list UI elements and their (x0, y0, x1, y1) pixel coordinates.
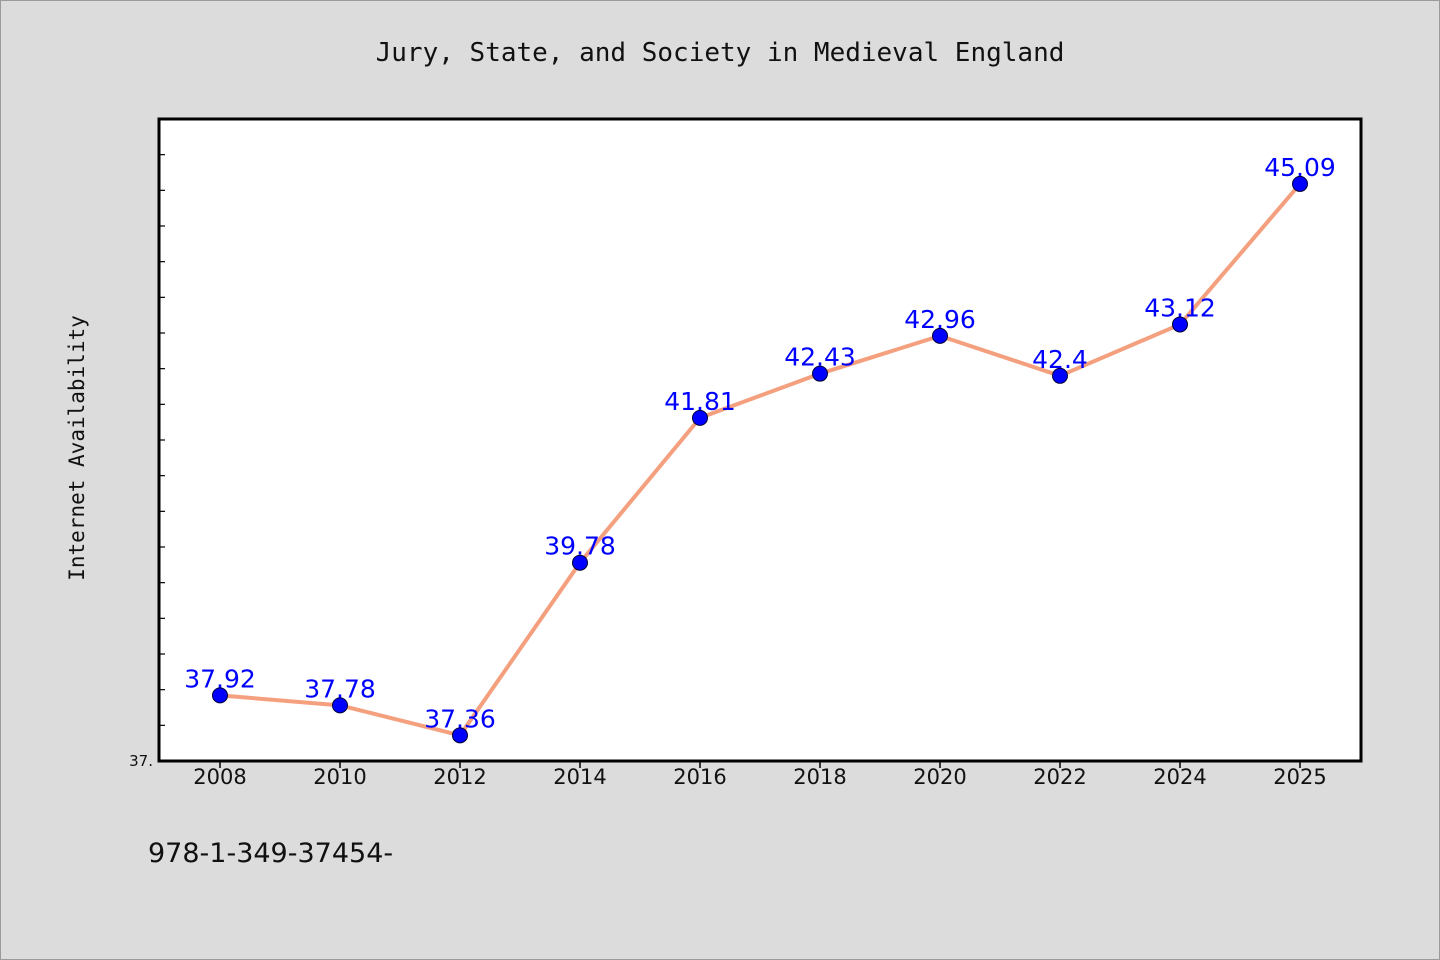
data-label: 42.4 (1032, 345, 1088, 374)
x-axis-ticks: 2008 2010 2012 2014 2016 2018 2020 2022 2024 2025 (193, 761, 1327, 789)
chart-title: Jury, State, and Society in Medieval Eng… (376, 38, 1065, 68)
x-tick-label: 2020 (913, 765, 966, 789)
data-label: 37.78 (304, 674, 376, 703)
data-label: 41.81 (664, 387, 736, 416)
plot-area (157, 117, 1363, 763)
x-tick-label: 2016 (673, 765, 726, 789)
data-point (452, 727, 468, 744)
data-point (1052, 367, 1068, 384)
series-line-group (218, 181, 1302, 738)
data-point (212, 687, 228, 704)
y-axis-label: Internet Availability (65, 315, 89, 581)
data-label: 43.12 (1144, 293, 1216, 322)
data-points (212, 175, 1308, 744)
data-label: 37.92 (184, 664, 256, 693)
y-tick-label: 37. (129, 752, 153, 770)
data-label: 45.09 (1264, 153, 1336, 182)
y-axis-ticks (159, 118, 165, 762)
isbn-footnote: 978-1-349-37454- (148, 838, 393, 869)
data-label: 42.43 (784, 343, 856, 372)
data-point (1172, 316, 1188, 333)
x-tick-label: 2008 (193, 765, 246, 789)
x-tick-label: 2012 (433, 765, 486, 789)
series-line (218, 181, 1302, 738)
data-label: 39.78 (544, 532, 616, 561)
data-point (572, 554, 588, 571)
data-point (932, 327, 948, 344)
x-tick-label: 2010 (313, 765, 366, 789)
data-point (332, 697, 348, 714)
x-tick-label: 2014 (553, 765, 606, 789)
x-tick-label: 2018 (793, 765, 846, 789)
data-point (1292, 175, 1308, 192)
data-point (692, 409, 708, 426)
x-tick-label: 2024 (1153, 765, 1206, 789)
data-point (812, 365, 828, 382)
x-tick-label: 2025 (1273, 765, 1326, 789)
data-label: 42.96 (904, 305, 976, 334)
data-label: 37.36 (424, 704, 496, 733)
data-labels: 37.92 37.78 37.36 39.78 41.81 42.43 42.96 42.4 4… (184, 153, 1336, 733)
x-tick-label: 2022 (1033, 765, 1086, 789)
